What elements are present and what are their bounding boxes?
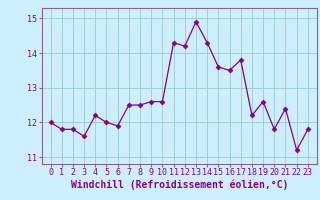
X-axis label: Windchill (Refroidissement éolien,°C): Windchill (Refroidissement éolien,°C) [70, 180, 288, 190]
